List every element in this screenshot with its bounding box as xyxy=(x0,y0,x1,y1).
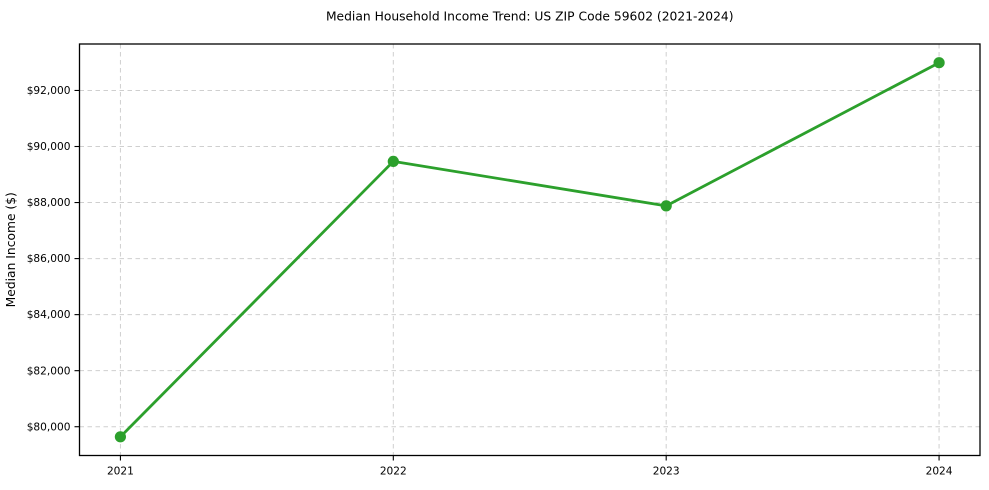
y-tick-label: $84,000 xyxy=(27,309,71,321)
trend-line xyxy=(119,61,941,439)
data-point-2021 xyxy=(114,431,126,443)
y-tick-label: $88,000 xyxy=(27,197,71,209)
x-tick-label: 2022 xyxy=(380,466,407,478)
y-tick-label: $80,000 xyxy=(27,421,71,433)
x-tick-label: 2021 xyxy=(107,466,134,478)
y-tick-label: $92,000 xyxy=(27,85,71,97)
y-tick-label: $82,000 xyxy=(27,365,71,377)
data-point-2024 xyxy=(933,57,945,69)
gridlines-layer xyxy=(79,44,980,456)
series-layer xyxy=(114,57,945,443)
y-tick-label: $90,000 xyxy=(27,141,71,153)
plot-border xyxy=(78,43,981,457)
data-point-2023 xyxy=(660,200,672,212)
axes-layer: $80,000 $82,000 $84,000 $86,000 $88,000 $90,0… xyxy=(27,43,981,478)
y-tick-label: $86,000 xyxy=(27,253,71,265)
y-axis-label: Median Income ($) xyxy=(4,192,18,307)
chart-title: Median Household Income Trend: US ZIP Co… xyxy=(326,10,734,24)
x-tick-label: 2024 xyxy=(926,466,953,478)
x-tick-label: 2023 xyxy=(653,466,680,478)
data-point-2022 xyxy=(387,155,399,167)
